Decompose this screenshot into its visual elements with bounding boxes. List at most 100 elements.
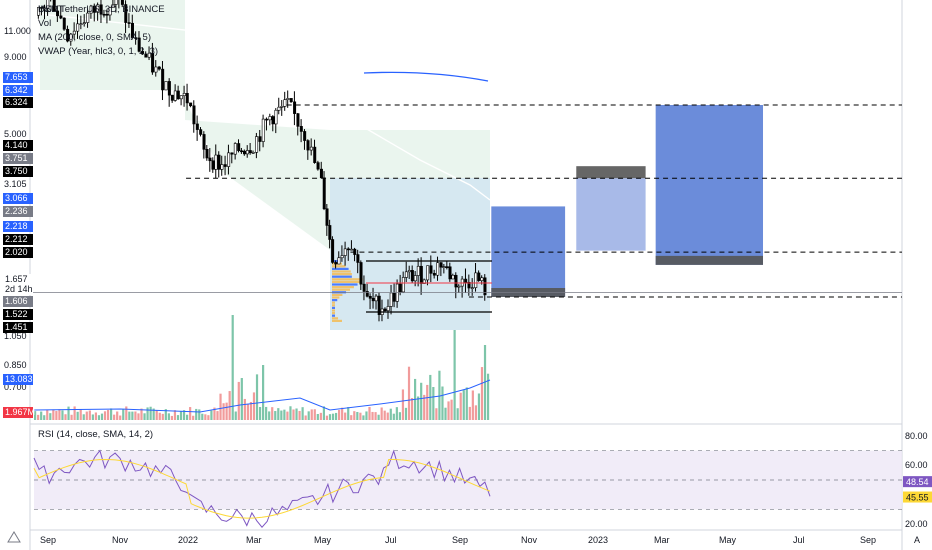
profile-bin [332, 312, 335, 315]
candle-body [251, 152, 255, 154]
rsi-legend[interactable]: RSI (14, close, SMA, 14, 2) [38, 429, 154, 440]
candle-body [457, 285, 461, 288]
profile-bin [332, 265, 346, 268]
volume-bar [179, 411, 183, 420]
volume-bar [161, 413, 164, 420]
price-tag: 1.606 [5, 296, 28, 306]
candle-body [474, 272, 478, 288]
price-tag-bg [3, 407, 33, 418]
volume-bar [52, 409, 55, 420]
candle-body [120, 0, 124, 5]
candle-body [410, 270, 414, 282]
volume-bar [374, 412, 377, 420]
candle-body [261, 118, 265, 142]
price-tag: 2.236 [5, 206, 28, 216]
volume-bar [167, 413, 170, 420]
volume-bar [67, 406, 70, 420]
volume-bar [334, 412, 338, 420]
volume-legend[interactable]: Vol [38, 18, 52, 29]
profile-bin [332, 278, 363, 281]
price-tag-bg [3, 206, 33, 217]
volume-bar [189, 407, 192, 420]
volume-bar [94, 412, 97, 420]
volume-bar [462, 390, 465, 420]
candle-body [111, 4, 115, 8]
volume-bar [328, 414, 332, 420]
profile-bin [332, 288, 350, 291]
volume-bar [480, 367, 484, 420]
candle-body [426, 265, 430, 281]
candle-body [79, 23, 83, 26]
volume-bar [401, 389, 405, 420]
volume-bar [280, 410, 283, 420]
zone-3-base [655, 255, 764, 265]
symbol-title[interactable]: INJ / TetherUS, 3D, BINANCE [38, 4, 165, 15]
volume-bar [447, 401, 450, 420]
price-tag-bg [3, 153, 33, 164]
volume-bar [243, 398, 246, 420]
price-tag-bg [3, 193, 33, 204]
volume-bar [240, 378, 243, 420]
volume-bar [471, 390, 474, 420]
volume-bar [286, 411, 289, 420]
volume-bar [356, 411, 359, 420]
volume-bar [64, 414, 67, 420]
volume-bar [338, 410, 341, 420]
volume-bar [420, 382, 423, 420]
volume-bar [128, 411, 131, 420]
auto-scale-toggle[interactable]: A [914, 535, 920, 545]
candle-body [404, 271, 408, 278]
volume-bar [40, 411, 43, 420]
price-tag: 13.083M [5, 374, 40, 384]
volume-bar [362, 415, 365, 420]
volume-bar [76, 411, 79, 420]
volume-bar [459, 392, 462, 420]
candle-body [223, 164, 227, 167]
candle-body [328, 225, 332, 240]
volume-bar [204, 414, 207, 420]
volume-bar [55, 411, 58, 420]
volume-bar [258, 406, 262, 420]
candle-body [205, 148, 209, 159]
candles[interactable] [37, 0, 487, 322]
candle-body [124, 4, 128, 23]
volume-bar [441, 386, 444, 420]
projection-zones[interactable] [491, 105, 764, 297]
profile-bin [332, 309, 335, 312]
candle-body [377, 295, 381, 315]
candle-body [268, 116, 272, 121]
volume-bar [304, 415, 307, 420]
volume-bar [125, 406, 128, 420]
volume-bar [252, 392, 256, 420]
candle-body [52, 0, 56, 12]
volume-bar [192, 415, 195, 420]
profile-bin [332, 319, 342, 322]
ma-legend[interactable]: MA (200, close, 0, SMA, 5) [38, 32, 151, 43]
volume-bar [277, 408, 280, 420]
candle-body [258, 136, 262, 142]
horizontal-levels[interactable] [30, 104, 902, 313]
candle-body [343, 248, 347, 256]
volume-bar [152, 408, 155, 420]
candle-body [182, 93, 186, 97]
candle-body [161, 68, 165, 91]
price-axis-label: 9.000 [4, 52, 27, 62]
candle-body [340, 255, 344, 259]
price-tag-bg [3, 97, 33, 108]
candle-body [322, 177, 326, 210]
volume-bar [456, 408, 459, 420]
time-axis-label: May [719, 535, 737, 545]
volume-bar [186, 414, 189, 420]
volume-bar [298, 410, 301, 420]
candle-body [316, 162, 320, 170]
candle-body [108, 7, 112, 16]
volume-bar [423, 394, 426, 420]
vwap-legend[interactable]: VWAP (Year, hlc3, 0, 1, 2, 3) [38, 46, 159, 57]
volume-bar [116, 411, 119, 420]
volume-bar [43, 415, 46, 420]
zone-3 [655, 105, 764, 265]
candle-body [407, 270, 411, 273]
candle-body [151, 52, 155, 73]
volume-bar [34, 411, 37, 420]
